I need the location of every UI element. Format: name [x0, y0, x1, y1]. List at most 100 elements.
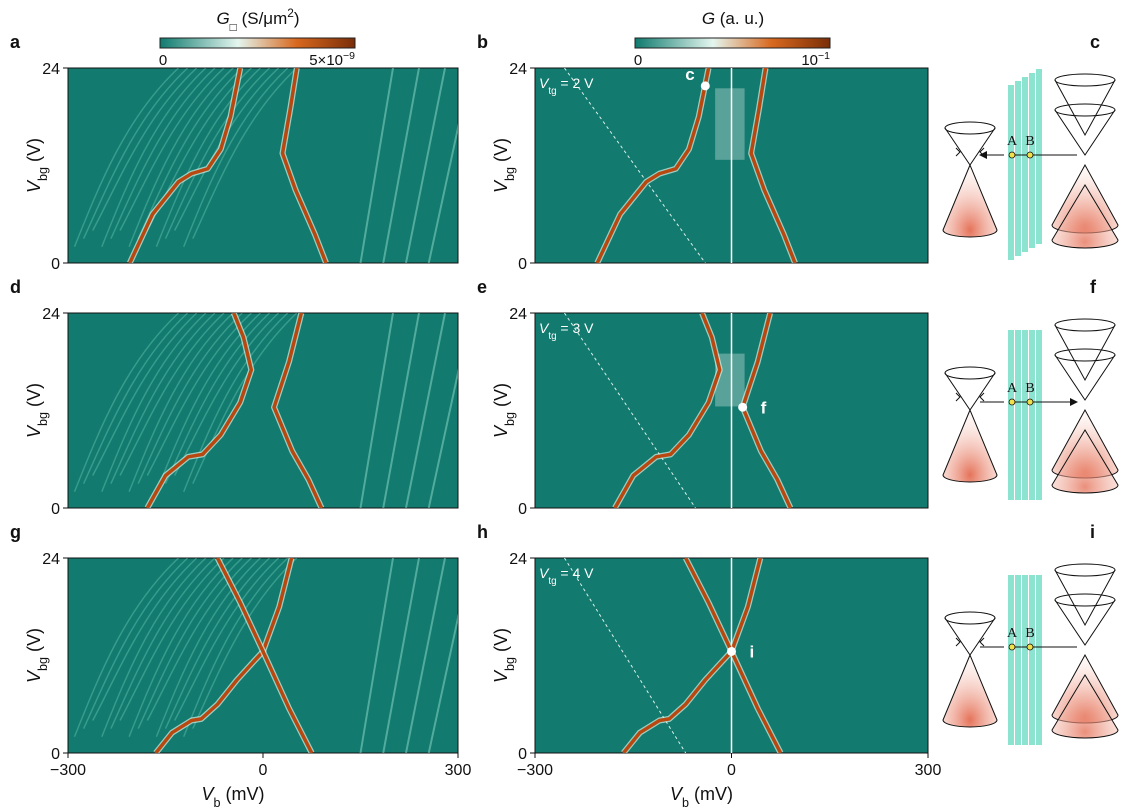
curve	[595, 68, 711, 263]
y-tick-label: 0	[51, 256, 60, 273]
text-part: bg	[503, 412, 517, 426]
point-label: c	[685, 65, 694, 84]
colorbar-min: 0	[634, 52, 642, 69]
curve	[622, 558, 763, 753]
streak	[82, 313, 189, 484]
streak	[359, 68, 394, 263]
y-tick-label: 24	[42, 306, 60, 323]
streak	[192, 558, 298, 729]
streak	[110, 313, 216, 484]
cone-upper-rim	[1054, 348, 1116, 362]
cone-upper-rim	[1054, 593, 1116, 607]
text-part: b	[682, 796, 689, 808]
text-part: (V)	[24, 138, 44, 167]
cone-upper-rim	[1054, 73, 1116, 87]
cone-upper-rim	[944, 121, 996, 135]
streak	[405, 558, 446, 753]
streak	[183, 313, 289, 493]
panel-letter: g	[10, 522, 21, 542]
streak	[382, 313, 420, 508]
streak	[173, 68, 280, 231]
text-part: bg	[36, 167, 50, 181]
y-tick-label: 24	[509, 551, 527, 568]
streak	[164, 558, 271, 729]
site-label: A	[1007, 381, 1018, 396]
panel-letter: i	[1090, 522, 1095, 542]
text-part: □	[230, 20, 237, 34]
text-part: G	[702, 9, 715, 28]
x-axis-label: Vb (mV)	[670, 784, 733, 808]
gate-label: Vtg = 3 V	[539, 320, 594, 342]
site	[1008, 643, 1016, 651]
text-part: bg	[503, 657, 517, 671]
streak	[101, 313, 207, 493]
streak	[359, 558, 394, 753]
curve	[740, 313, 793, 508]
text-part: V	[491, 179, 511, 193]
layer	[1029, 73, 1035, 248]
cone-upper-rim	[1054, 103, 1116, 117]
text-part: (S/μm	[237, 9, 287, 28]
point-label: i	[750, 642, 755, 661]
colorbar-min: 0	[159, 52, 167, 69]
cone-lower	[942, 163, 998, 238]
y-axis-label: Vbg (V)	[491, 383, 517, 438]
streak	[101, 68, 207, 248]
streak	[155, 68, 261, 248]
text-part: V	[201, 784, 215, 804]
streak	[110, 68, 216, 239]
cone-upper	[1054, 569, 1116, 627]
site	[1026, 398, 1034, 406]
streak	[101, 558, 207, 738]
text-part: (a. u.)	[715, 9, 764, 28]
text-part: V	[491, 424, 511, 438]
cone-upper	[1054, 354, 1116, 401]
y-axis-label: Vbg (V)	[24, 383, 50, 438]
streak	[119, 558, 225, 721]
panel-letter: b	[477, 32, 488, 52]
colorbar-title: G□ (S/μm2)	[216, 6, 299, 34]
highlight	[715, 88, 745, 160]
text-part: 10	[801, 52, 818, 69]
cone-notch	[955, 147, 985, 157]
text-part: V	[539, 75, 550, 91]
streak	[192, 313, 298, 484]
site-label: B	[1025, 381, 1034, 396]
text-part: b	[214, 796, 221, 808]
text-part: 2	[287, 6, 294, 20]
cone-lower	[1051, 429, 1119, 494]
streak	[192, 68, 298, 239]
streak	[128, 68, 234, 248]
heatmap-features	[564, 68, 798, 263]
panel-letter: d	[10, 277, 21, 297]
panel-letter: e	[477, 277, 487, 297]
streak	[164, 68, 271, 239]
dashed-guide	[564, 558, 687, 753]
layer	[1015, 575, 1021, 745]
panel-letter: a	[10, 32, 21, 52]
streak	[382, 68, 420, 263]
text-part: tg	[548, 331, 556, 342]
site-label: B	[1025, 134, 1034, 149]
y-tick-label: 0	[518, 501, 527, 518]
streak	[427, 613, 458, 753]
cone-upper	[1054, 79, 1116, 137]
text-part: V	[539, 565, 550, 581]
text-part: V	[24, 669, 44, 683]
y-axis-label: Vbg (V)	[491, 628, 517, 683]
cone-notch	[955, 392, 985, 402]
site-label: A	[1007, 626, 1018, 641]
streak	[73, 68, 180, 248]
y-tick-label: 24	[42, 551, 60, 568]
layer	[1029, 330, 1035, 500]
point	[738, 402, 748, 412]
text-part: (V)	[491, 383, 511, 412]
x-tick-label: −300	[517, 762, 553, 779]
streak	[119, 313, 225, 476]
streak	[405, 68, 446, 263]
cone-upper-rim	[1054, 318, 1116, 332]
text-part: (V)	[24, 628, 44, 657]
streak	[146, 313, 252, 476]
y-axis-label: Vbg (V)	[24, 138, 50, 193]
site-label: B	[1025, 626, 1034, 641]
